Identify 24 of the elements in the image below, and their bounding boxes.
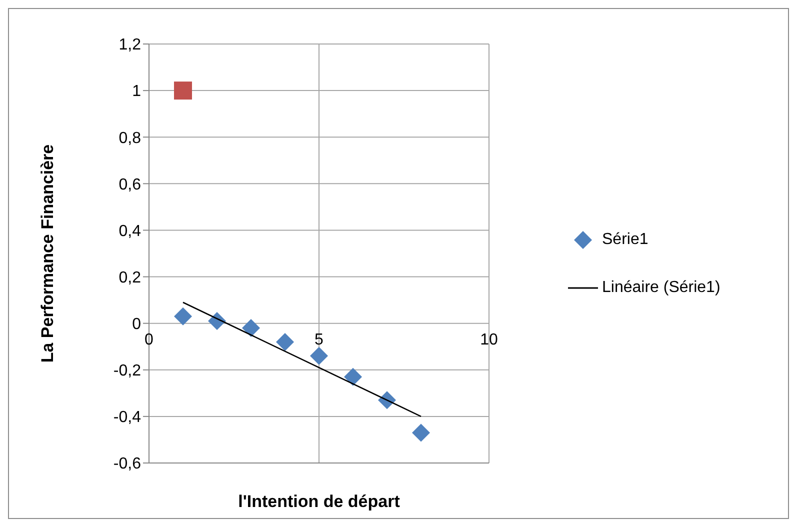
point <box>174 307 192 326</box>
y-tick-label: 1,2 <box>118 36 142 54</box>
point <box>344 368 362 386</box>
y-tick-label: -0,2 <box>113 362 142 380</box>
x-axis-title: l'Intention de départ <box>238 492 400 511</box>
y-tick-label: 0,8 <box>118 130 142 147</box>
x-tick-label: 10 <box>480 332 498 349</box>
y-tick-label: 1 <box>132 83 142 100</box>
point <box>412 424 430 442</box>
x-tick-label: 0 <box>144 332 154 349</box>
legend-label: Série1 <box>602 230 648 248</box>
y-tick-label: -0,6 <box>113 456 142 473</box>
y-axis-title: La Performance Financière <box>38 144 58 363</box>
x-tick-label: 5 <box>314 332 324 349</box>
y-tick-label: 0,4 <box>118 222 142 240</box>
y-tick-label: 0,6 <box>118 176 142 194</box>
y-tick-label: 0,2 <box>118 269 142 286</box>
point <box>242 318 260 337</box>
legend-label: Linéaire (Série1) <box>602 278 720 296</box>
point <box>310 346 328 365</box>
point <box>174 82 192 100</box>
y-tick-label: 0 <box>132 316 142 334</box>
point <box>276 332 294 351</box>
y-tick-label: -0,4 <box>113 409 142 426</box>
